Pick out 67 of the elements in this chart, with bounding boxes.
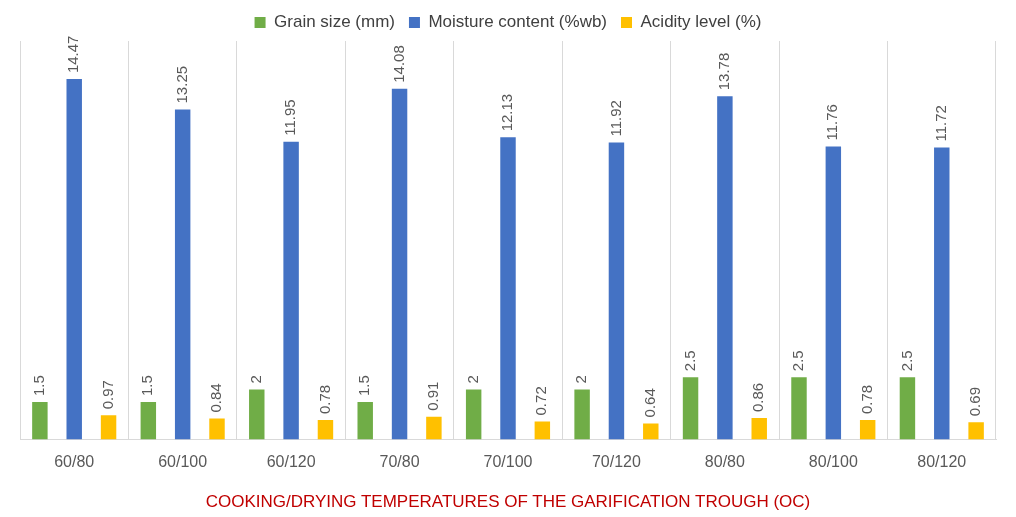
bar [66,79,82,440]
bar [791,377,807,440]
x-tick-label: 60/120 [266,453,316,471]
bar [825,146,842,440]
bar [283,141,299,440]
data-label: 0.97 [98,380,116,410]
bar [643,423,659,440]
bar [608,142,625,440]
legend-label: Moisture content (%wb) [428,12,608,32]
data-label: 11.76 [823,104,841,141]
x-tick-label: 60/100 [158,453,208,471]
data-label: 13.25 [172,65,190,104]
data-label: 14.08 [389,45,407,83]
bar [209,418,225,440]
data-label: 2 [572,375,590,384]
bar [249,389,265,440]
bar [317,419,334,440]
data-label: 0.69 [966,387,984,417]
x-tick-label: 80/120 [917,453,967,471]
data-label: 0.84 [207,383,225,413]
data-label: 2.5 [789,350,807,372]
x-axis-title: COOKING/DRYING TEMPERATURES OF THE GARIFICATION TROUGH (OC) [205,492,811,512]
legend-label: Grain size (mm) [274,12,395,32]
data-label: 1.5 [30,375,48,397]
legend-label: Acidity level (%) [640,12,762,32]
data-label: 0.72 [532,386,550,416]
data-label: 11.92 [606,100,624,137]
data-label: 0.86 [749,382,767,412]
data-label: 2.5 [680,350,698,372]
bar [717,96,733,440]
bar [574,389,590,440]
data-label: 1.5 [138,375,156,397]
x-tick-label: 70/120 [591,453,642,471]
bar [751,417,767,440]
bar [140,402,157,440]
data-label: 11.95 [281,99,299,136]
bar [32,402,48,440]
bar [682,377,699,440]
bar [534,421,551,440]
bar [859,419,876,440]
data-label: 1.5 [355,375,373,397]
x-tick-label: 60/80 [54,453,95,471]
bar [934,147,950,440]
data-label: 0.91 [424,381,442,411]
bar [100,415,117,440]
data-label: 11.72 [931,105,949,142]
data-label: 2.5 [897,350,915,372]
data-label: 0.64 [640,388,658,418]
bar [357,402,373,440]
data-label: 0.78 [315,384,333,414]
x-tick-label: 70/100 [483,453,533,471]
data-label: 2 [246,375,264,384]
bar [968,422,984,440]
data-label: 2 [463,375,481,384]
x-tick-label: 70/80 [379,453,420,471]
bar [174,109,191,440]
data-label: 12.13 [498,93,516,132]
bar [500,137,516,440]
bar [391,88,408,440]
bar [899,377,916,440]
data-label: 13.78 [715,52,733,91]
bar [465,389,482,440]
x-tick-label: 80/80 [704,453,746,471]
data-label: 0.78 [857,384,875,414]
data-label: 14.47 [64,35,82,74]
x-tick-label: 80/100 [808,453,858,471]
bar [426,416,442,440]
